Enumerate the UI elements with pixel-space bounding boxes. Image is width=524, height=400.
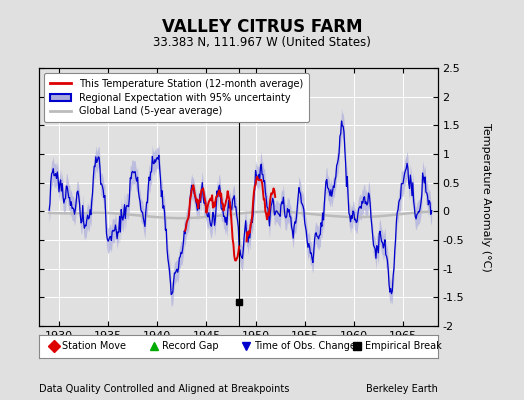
Y-axis label: Temperature Anomaly (°C): Temperature Anomaly (°C) [481, 123, 490, 271]
Legend: This Temperature Station (12-month average), Regional Expectation with 95% uncer: This Temperature Station (12-month avera… [44, 73, 309, 122]
Text: Berkeley Earth: Berkeley Earth [366, 384, 438, 394]
Text: Record Gap: Record Gap [162, 341, 219, 351]
Text: Station Move: Station Move [62, 341, 126, 351]
Text: 33.383 N, 111.967 W (United States): 33.383 N, 111.967 W (United States) [153, 36, 371, 49]
Text: Empirical Break: Empirical Break [365, 341, 442, 351]
Text: Time of Obs. Change: Time of Obs. Change [254, 341, 355, 351]
Text: VALLEY CITRUS FARM: VALLEY CITRUS FARM [162, 18, 362, 36]
Text: Data Quality Controlled and Aligned at Breakpoints: Data Quality Controlled and Aligned at B… [39, 384, 290, 394]
